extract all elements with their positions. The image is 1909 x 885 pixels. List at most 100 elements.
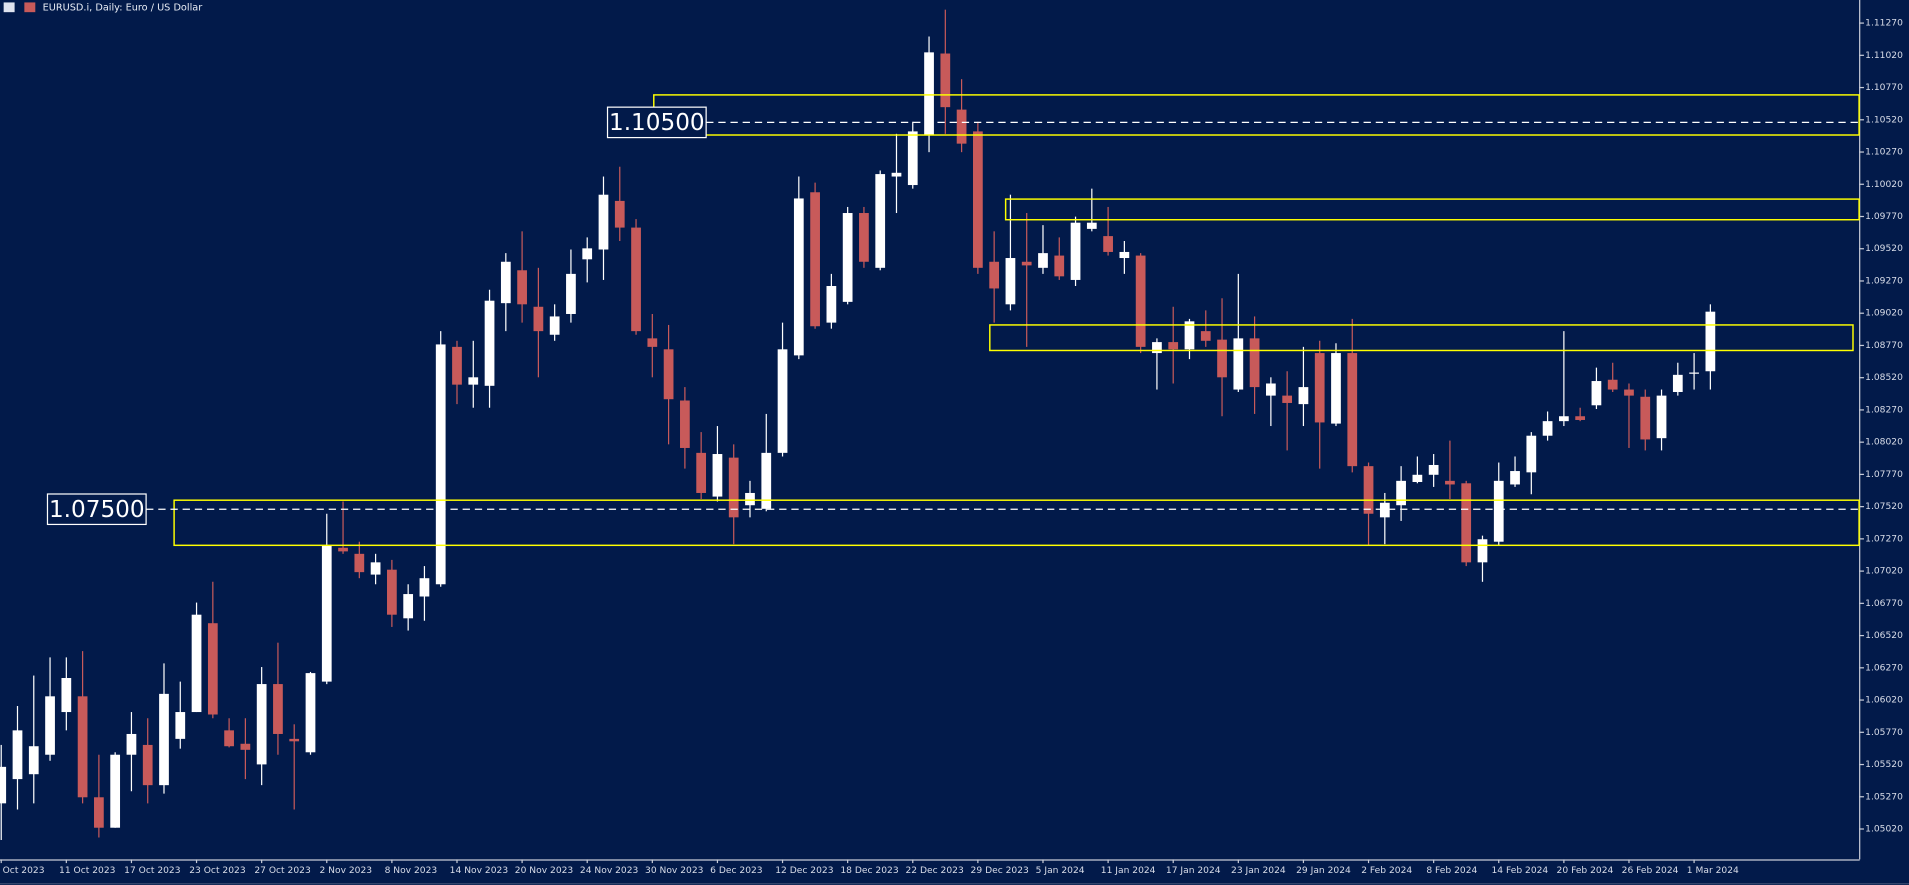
candle-body: [810, 192, 820, 327]
candle-body: [1233, 338, 1244, 390]
candle-body: [793, 198, 804, 356]
y-tick-label: 1.09520: [1865, 244, 1903, 254]
candle-body: [1656, 395, 1667, 439]
candle-body: [940, 53, 951, 108]
candle-body: [566, 273, 576, 314]
candle-body: [598, 194, 609, 250]
candle-body: [1412, 474, 1423, 483]
candle-body: [663, 349, 674, 400]
candle-body: [696, 452, 707, 493]
candle-body: [973, 131, 983, 268]
y-tick-label: 1.07520: [1865, 502, 1903, 512]
y-tick-label: 1.06020: [1865, 696, 1903, 706]
x-tick-label: 20 Feb 2024: [1557, 866, 1614, 876]
y-tick-label: 1.10020: [1865, 180, 1903, 190]
x-tick-label: 5 Jan 2024: [1036, 866, 1085, 876]
candle-body: [370, 562, 381, 575]
candle-body: [240, 743, 251, 750]
candle-body: [745, 492, 755, 506]
x-tick-label: 26 Feb 2024: [1622, 866, 1679, 876]
y-tick-label: 1.09270: [1865, 276, 1903, 286]
candle-body: [533, 306, 544, 332]
candle-body: [1477, 539, 1488, 563]
x-tick-label: 14 Feb 2024: [1491, 866, 1548, 876]
candle-body: [1200, 331, 1211, 341]
candle-body: [631, 227, 641, 332]
candle-body: [1559, 416, 1569, 422]
icon: [3, 2, 15, 13]
plot-area: [0, 9, 1716, 840]
level-label: 1.10500: [609, 110, 705, 136]
candle-body: [1591, 381, 1602, 406]
candle-body: [1672, 374, 1683, 393]
y-tick-label: 1.05520: [1865, 760, 1903, 770]
zone: [173, 499, 1860, 547]
candle-body: [728, 457, 739, 518]
candle-body: [1640, 396, 1651, 440]
y-tick-label: 1.07270: [1865, 534, 1903, 544]
x-tick-label: 23 Jan 2024: [1231, 866, 1286, 876]
candle-body: [207, 623, 218, 715]
candle-body: [582, 248, 593, 260]
candle-body: [859, 213, 869, 262]
candle-body: [1070, 222, 1081, 280]
candle-body: [1054, 255, 1065, 277]
candle-body: [647, 338, 658, 347]
candle-body: [354, 553, 365, 573]
candle-body: [1542, 421, 1553, 436]
x-tick-label: 29 Dec 2023: [971, 866, 1029, 876]
x-tick-label: 29 Jan 2024: [1296, 866, 1351, 876]
candle-body: [126, 733, 137, 755]
candle-body: [826, 286, 837, 323]
candle-body: [1152, 342, 1162, 354]
x-tick-label: 5 Oct 2023: [0, 866, 45, 876]
y-tick-label: 1.05020: [1865, 825, 1903, 835]
candle-body: [761, 452, 772, 509]
candle-body: [875, 174, 886, 268]
candle-body: [28, 746, 39, 775]
candle-body: [1461, 483, 1472, 563]
x-tick-label: 17 Oct 2023: [124, 866, 181, 876]
level-label-box: [46, 493, 147, 526]
level-label-box: [606, 106, 707, 139]
chart-title: EURUSD.i, Daily: Euro / US Dollar: [43, 2, 203, 13]
candle-body: [1510, 471, 1520, 485]
candle-body: [435, 344, 446, 585]
x-tick-label: 11 Oct 2023: [59, 866, 116, 876]
candle-body: [1119, 251, 1130, 259]
candle-body: [0, 766, 7, 804]
y-tick-label: 1.06770: [1865, 599, 1903, 609]
y-tick-label: 1.07020: [1865, 567, 1903, 577]
candle-body: [907, 131, 918, 186]
candle-body: [1021, 261, 1032, 266]
zone: [989, 324, 1854, 352]
candle-body: [1396, 480, 1406, 506]
candle-body: [1298, 387, 1309, 405]
candle-body: [1493, 480, 1504, 542]
candle-body: [175, 712, 186, 739]
candle-body: [45, 696, 55, 755]
candle-body: [1379, 502, 1390, 518]
candle-body: [387, 569, 397, 615]
candle-body: [1249, 338, 1260, 388]
candle-body: [1526, 435, 1537, 473]
candle-body: [159, 693, 169, 786]
candle-body: [142, 744, 153, 786]
x-tick-label: 27 Oct 2023: [254, 866, 311, 876]
candle-body: [289, 738, 300, 742]
candle-body: [1168, 342, 1179, 350]
candle-body: [256, 684, 267, 765]
y-tick-label: 1.06270: [1865, 663, 1903, 673]
candle-body: [1086, 222, 1097, 229]
candle-body: [77, 696, 88, 798]
candle-body: [989, 261, 1000, 289]
candle-body: [321, 545, 332, 682]
candle-body: [1445, 480, 1455, 485]
x-tick-label: 12 Dec 2023: [775, 866, 833, 876]
candle-body: [1217, 339, 1227, 378]
candle-body: [614, 200, 625, 228]
x-tick-label: 14 Nov 2023: [450, 866, 509, 876]
y-tick-label: 1.09770: [1865, 212, 1903, 222]
candle-body: [1282, 395, 1293, 403]
